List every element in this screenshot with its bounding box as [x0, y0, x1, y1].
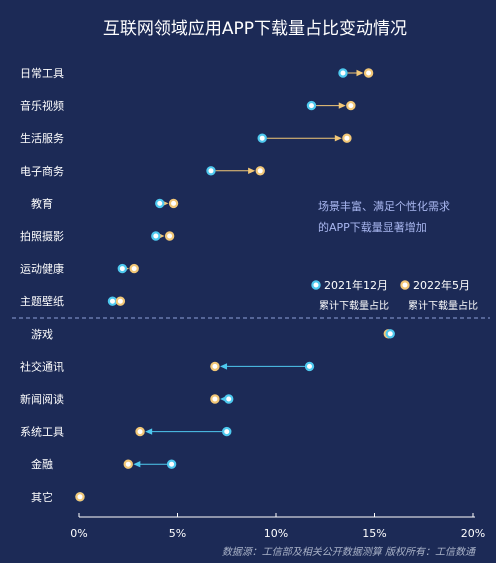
point-2021-12 — [151, 231, 161, 241]
point-2021-12 — [306, 100, 317, 111]
x-tick-label: 20% — [461, 527, 485, 540]
data-row: 拍照摄影 — [20, 229, 175, 243]
point-2022-05 — [363, 68, 374, 78]
point-2021-12 — [107, 296, 118, 306]
data-row: 电子商务 — [20, 164, 265, 178]
point-2022-05 — [129, 263, 139, 274]
annotation-line: 的APP下载量显著增加 — [318, 220, 427, 234]
change-arrow-head — [334, 135, 342, 142]
x-tick-label: 5% — [169, 527, 186, 540]
data-source-footer: 数据源：工信部及相关公开数据测算 版权所有：工信数通 — [222, 546, 477, 558]
x-axis: 0% 5% 10% 15% 20% — [70, 513, 485, 540]
point-2022-05 — [346, 100, 356, 111]
x-tick-label: 10% — [264, 527, 288, 540]
category-label: 拍照摄影 — [20, 229, 64, 243]
legend-sublabel: 累计下载量占比 — [408, 299, 478, 312]
point-2021-12 — [166, 459, 177, 469]
point-2021-12 — [206, 166, 216, 176]
point-2021-12 — [117, 263, 128, 274]
point-2022-05 — [115, 296, 126, 306]
data-row: 社交通讯 — [20, 359, 315, 373]
data-row: 日常工具 — [20, 67, 374, 80]
x-tick-label: 0% — [70, 527, 87, 540]
legend-sublabel: 累计下载量占比 — [319, 299, 389, 312]
change-arrow-head — [356, 69, 364, 77]
change-arrow-head — [338, 102, 346, 109]
data-row: 新闻阅读 — [20, 392, 234, 406]
legend-marker — [311, 280, 321, 290]
x-tick-label: 15% — [362, 527, 386, 540]
category-label: 金融 — [31, 457, 53, 471]
legend-label: 2022年5月 — [413, 278, 470, 292]
category-label: 运动健康 — [20, 262, 64, 276]
category-label: 系统工具 — [20, 426, 64, 439]
point-2021-12 — [257, 133, 267, 143]
category-label: 教育 — [31, 196, 53, 210]
data-row: 游戏 — [31, 328, 395, 341]
data-row: 教育 — [31, 196, 179, 210]
data-row: 音乐视频 — [20, 99, 356, 113]
point-2022-05 — [135, 426, 145, 437]
category-label: 日常工具 — [20, 67, 64, 80]
point-2022-05 — [255, 166, 265, 176]
point-2021-12 — [224, 394, 234, 404]
category-label: 音乐视频 — [20, 99, 64, 113]
change-arrow-head — [145, 428, 153, 435]
category-label: 游戏 — [31, 328, 53, 341]
point-2022-05 — [342, 133, 352, 143]
legend-label: 2021年12月 — [324, 278, 388, 292]
category-label: 社交通讯 — [20, 359, 64, 373]
point-2021-12 — [304, 361, 315, 372]
data-row: 金融 — [31, 457, 177, 471]
point-2022-05 — [164, 231, 175, 241]
point-2021-12 — [338, 68, 348, 78]
data-row: 生活服务 — [20, 131, 352, 145]
point-2022-05 — [75, 492, 85, 502]
point-2022-05 — [123, 459, 133, 469]
category-label: 其它 — [31, 490, 53, 504]
category-label: 电子商务 — [20, 164, 64, 178]
chart-title: 互联网领域应用APP下载量占比变动情况 — [103, 19, 407, 39]
data-row: 主题壁纸 — [20, 294, 126, 308]
category-label: 新闻阅读 — [20, 392, 64, 406]
change-arrow-head — [220, 363, 228, 370]
point-2021-12 — [385, 329, 395, 339]
rows-layer: 日常工具音乐视频生活服务电子商务教育拍照摄影运动健康主题壁纸游戏社交通讯新闻阅读… — [20, 67, 395, 504]
data-row: 系统工具 — [20, 426, 232, 439]
legend-marker — [400, 280, 410, 290]
annotation-line: 场景丰富、满足个性化需求 — [318, 199, 450, 213]
point-2022-05 — [210, 361, 220, 372]
data-row: 运动健康 — [20, 262, 139, 276]
data-row: 其它 — [31, 490, 85, 504]
point-2021-12 — [155, 198, 165, 209]
point-2022-05 — [210, 394, 220, 404]
point-2022-05 — [168, 198, 179, 209]
change-arrow-head — [248, 167, 256, 174]
category-label: 生活服务 — [20, 131, 64, 145]
category-label: 主题壁纸 — [20, 294, 64, 308]
point-2021-12 — [222, 426, 232, 437]
change-arrow-head — [133, 461, 141, 468]
